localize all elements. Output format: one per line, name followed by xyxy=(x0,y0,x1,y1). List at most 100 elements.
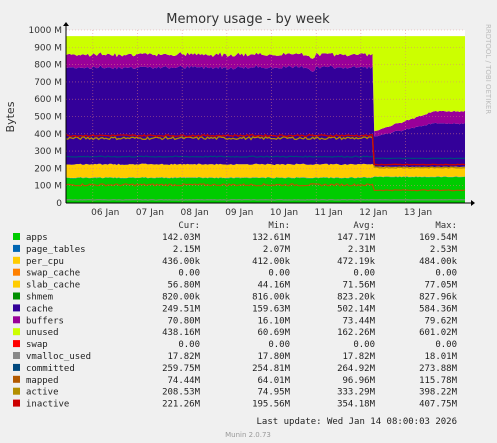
x-tick-label: 12 Jan xyxy=(359,208,387,218)
legend-name-vmalloc-used: vmalloc_used xyxy=(26,352,91,362)
y-tick-label: 200 M xyxy=(34,164,62,174)
legend-swatch-committed xyxy=(13,363,20,371)
legend-value-max: 18.01M xyxy=(424,352,457,362)
legend-value-cur: 259.75M xyxy=(162,364,201,374)
legend-value-avg: 71.56M xyxy=(342,281,375,291)
legend-value-max: 584.36M xyxy=(419,304,458,314)
legend-value-min: 2.07M xyxy=(263,245,291,255)
legend-value-cur: 820.00k xyxy=(162,293,201,303)
legend-value-avg: 0.00 xyxy=(353,340,375,350)
legend-value-cur: 221.26M xyxy=(162,400,201,410)
legend-value-cur: 0.00 xyxy=(178,340,200,350)
legend-value-min: 16.10M xyxy=(257,316,290,326)
legend-value-max: 77.05M xyxy=(424,281,457,291)
y-axis-label: Bytes xyxy=(4,101,17,132)
legend-swatch-active xyxy=(13,387,20,395)
legend-value-max: 398.22M xyxy=(419,388,458,398)
legend-header: Avg: xyxy=(353,221,375,231)
legend-value-cur: 208.53M xyxy=(162,388,201,398)
legend-value-min: 0.00 xyxy=(268,269,290,279)
y-tick-label: 300 M xyxy=(34,147,62,157)
legend-swatch-mapped xyxy=(13,375,20,383)
munin-version: Munin 2.0.73 xyxy=(225,431,271,439)
legend-name-cache: cache xyxy=(26,304,53,314)
legend-value-cur: 0.00 xyxy=(178,269,200,279)
legend-value-min: 412.00k xyxy=(252,257,291,267)
legend-name-unused: unused xyxy=(26,328,59,338)
line-mapped xyxy=(65,183,466,192)
legend-swatch-page-tables xyxy=(13,244,20,252)
x-tick-label: 13 Jan xyxy=(404,208,432,218)
legend-swatch-swap xyxy=(13,340,20,348)
x-tick-label: 06 Jan xyxy=(91,208,119,218)
legend-swatch-swap-cache xyxy=(13,268,20,276)
legend-name-active: active xyxy=(26,388,59,398)
y-tick-label: 500 M xyxy=(34,113,62,123)
x-tick-label: 10 Jan xyxy=(270,208,298,218)
legend-value-cur: 56.80M xyxy=(167,281,200,291)
legend-value-max: 827.96k xyxy=(419,293,458,303)
last-update: Last update: Wed Jan 14 08:00:03 2026 xyxy=(257,417,457,427)
area-slab-cache xyxy=(66,163,465,179)
legend-header: Min: xyxy=(268,221,290,231)
legend-value-avg: 162.26M xyxy=(337,328,376,338)
x-axis-arrow xyxy=(471,200,475,206)
legend-value-avg: 472.19k xyxy=(337,257,376,267)
legend-name-mapped: mapped xyxy=(26,376,59,386)
legend-value-avg: 96.96M xyxy=(342,376,375,386)
area-cache xyxy=(66,65,465,168)
legend-name-page-tables: page_tables xyxy=(26,245,86,255)
legend-value-avg: 0.00 xyxy=(353,269,375,279)
area-buffers xyxy=(66,52,465,137)
legend-swatch-cache xyxy=(13,304,20,312)
legend-swatch-apps xyxy=(13,233,20,240)
legend-value-max: 0.00 xyxy=(435,269,457,279)
legend-value-avg: 502.14M xyxy=(337,304,376,314)
rrdtool-credit: RRDTOOL / TOBI OETIKER xyxy=(484,24,492,114)
legend-name-inactive: inactive xyxy=(26,400,69,410)
legend-swatch-buffers xyxy=(13,316,20,324)
legend-swatch-shmem xyxy=(13,292,20,300)
y-tick-label: 800 M xyxy=(34,61,62,71)
legend-name-swap: swap xyxy=(26,340,48,350)
x-tick-label: 09 Jan xyxy=(225,208,253,218)
legend-value-min: 195.56M xyxy=(252,400,291,410)
legend-value-cur: 249.51M xyxy=(162,304,201,314)
legend-value-max: 169.54M xyxy=(419,233,458,243)
legend-name-per-cpu: per_cpu xyxy=(26,257,64,267)
legend-value-max: 79.62M xyxy=(424,316,457,326)
y-tick-label: 400 M xyxy=(34,130,62,140)
legend-header: Cur: xyxy=(178,221,200,231)
x-tick-label: 11 Jan xyxy=(315,208,343,218)
legend-value-min: 74.95M xyxy=(257,388,290,398)
y-tick-label: 100 M xyxy=(34,182,62,192)
legend-value-avg: 264.92M xyxy=(337,364,376,374)
legend-value-min: 60.69M xyxy=(257,328,290,338)
legend-value-avg: 147.71M xyxy=(337,233,376,243)
legend-swatch-vmalloc-used xyxy=(13,352,20,359)
legend-value-max: 484.00k xyxy=(419,257,458,267)
legend-value-cur: 17.82M xyxy=(167,352,200,362)
line-active xyxy=(65,135,466,169)
y-tick-label: 1000 M xyxy=(28,26,62,36)
legend-value-min: 44.16M xyxy=(257,281,290,291)
y-tick-label: 700 M xyxy=(34,78,62,88)
legend-value-cur: 74.44M xyxy=(167,376,200,386)
y-tick-label: 600 M xyxy=(34,95,62,105)
line-inactive xyxy=(65,133,466,166)
legend-value-max: 273.88M xyxy=(419,364,458,374)
legend-name-slab-cache: slab_cache xyxy=(26,281,80,291)
area-apps xyxy=(66,176,465,203)
legend-value-cur: 436.00k xyxy=(162,257,201,267)
legend-value-min: 17.80M xyxy=(257,352,290,362)
legend-value-avg: 354.18M xyxy=(337,400,376,410)
y-axis-arrow xyxy=(63,22,69,26)
legend-value-min: 132.61M xyxy=(252,233,291,243)
legend-value-min: 159.63M xyxy=(252,304,291,314)
legend-value-cur: 438.16M xyxy=(162,328,201,338)
legend-value-max: 115.78M xyxy=(419,376,458,386)
legend-swatch-inactive xyxy=(13,399,20,407)
legend-swatch-per-cpu xyxy=(13,256,20,264)
legend-value-cur: 70.80M xyxy=(167,316,200,326)
